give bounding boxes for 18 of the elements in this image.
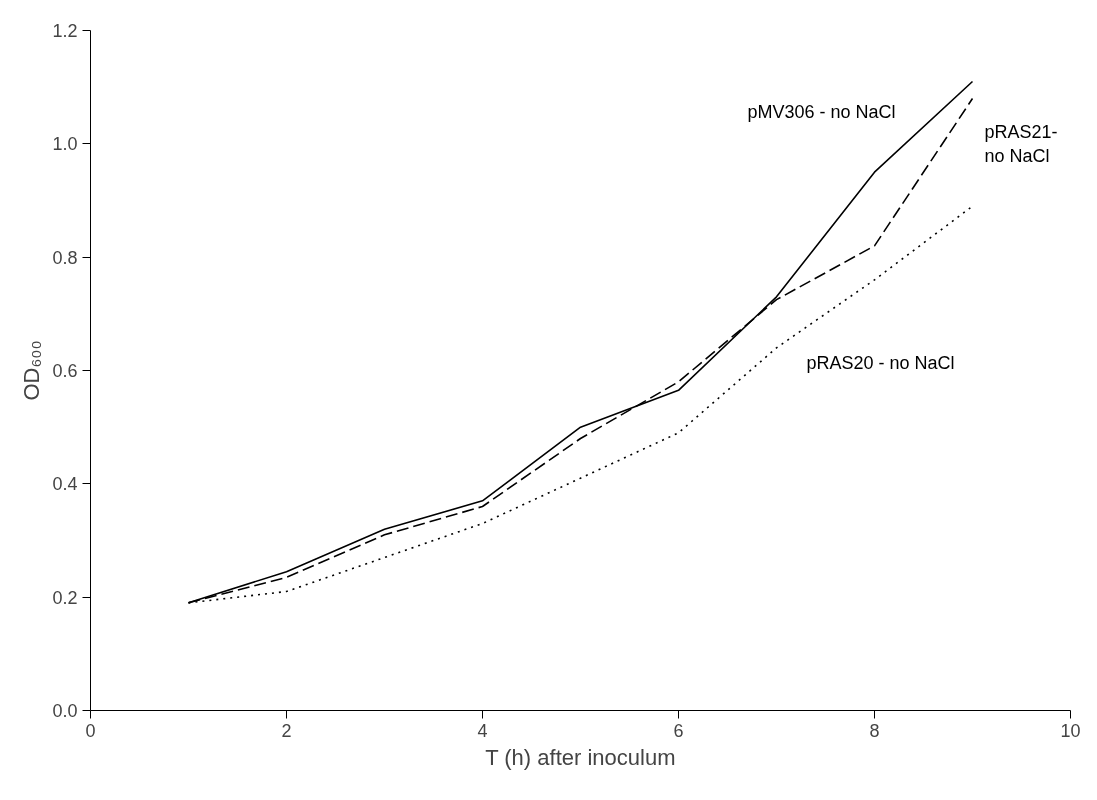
y-tick-label: 0.8 — [52, 247, 78, 268]
x-tick-label: 2 — [281, 720, 292, 741]
y-axis-title: OD₆₀₀ — [19, 340, 45, 401]
series-label: pMV306 - no NaCl — [747, 101, 896, 122]
y-tick-label: 0.6 — [52, 361, 78, 381]
x-tick-label: 6 — [673, 720, 684, 741]
x-axis-title: T (h) after inoculum — [485, 744, 676, 770]
series-label: pRAS20 - no NaCl — [806, 353, 955, 374]
y-tick-label: 0.0 — [52, 701, 78, 721]
x-tick-label: 0 — [85, 720, 96, 741]
y-tick-label: 1.2 — [52, 21, 78, 41]
y-tick-label: 0.4 — [52, 474, 78, 495]
x-tick-label: 10 — [1060, 720, 1081, 741]
y-tick-label: 1.0 — [52, 134, 78, 155]
y-tick-label: 0.2 — [52, 587, 78, 608]
series-label: pRAS21- no NaCl — [984, 121, 1058, 166]
x-tick-label: 8 — [869, 720, 880, 741]
x-tick-label: 4 — [477, 720, 488, 741]
